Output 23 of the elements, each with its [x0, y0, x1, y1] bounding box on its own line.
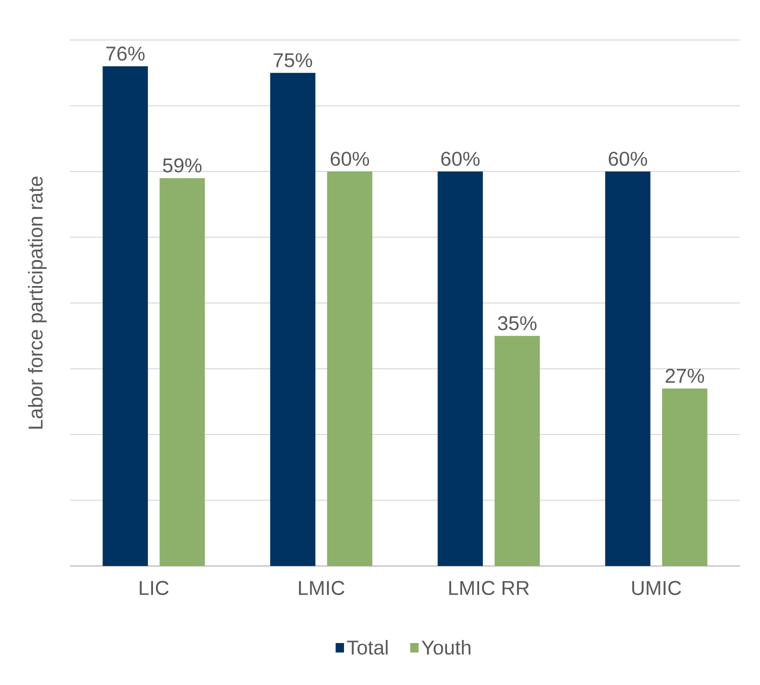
legend-label: Youth [422, 640, 470, 655]
bar [102, 66, 148, 566]
x-tick-label: LIC [140, 580, 169, 596]
bar [160, 178, 205, 566]
data-label: 35% [498, 316, 537, 330]
data-label: 60% [330, 152, 370, 166]
bar [270, 72, 316, 566]
data-label: 60% [441, 152, 480, 166]
bar [438, 171, 483, 566]
data-label: 59% [163, 158, 202, 172]
bar [327, 171, 372, 566]
data-label: 75% [274, 53, 312, 68]
bar [494, 336, 540, 566]
data-label: 60% [608, 152, 648, 166]
data-label: 76% [106, 46, 145, 61]
x-tick-label: UMIC [632, 580, 682, 596]
bar [605, 171, 650, 566]
data-label: 27% [666, 368, 704, 383]
x-tick-label: LMIC RR [449, 580, 529, 596]
legend-label: Total [347, 640, 388, 655]
x-tick-label: LMIC [298, 580, 344, 596]
bar [662, 388, 708, 566]
y-axis-title: Labor force participation rate [28, 176, 47, 429]
